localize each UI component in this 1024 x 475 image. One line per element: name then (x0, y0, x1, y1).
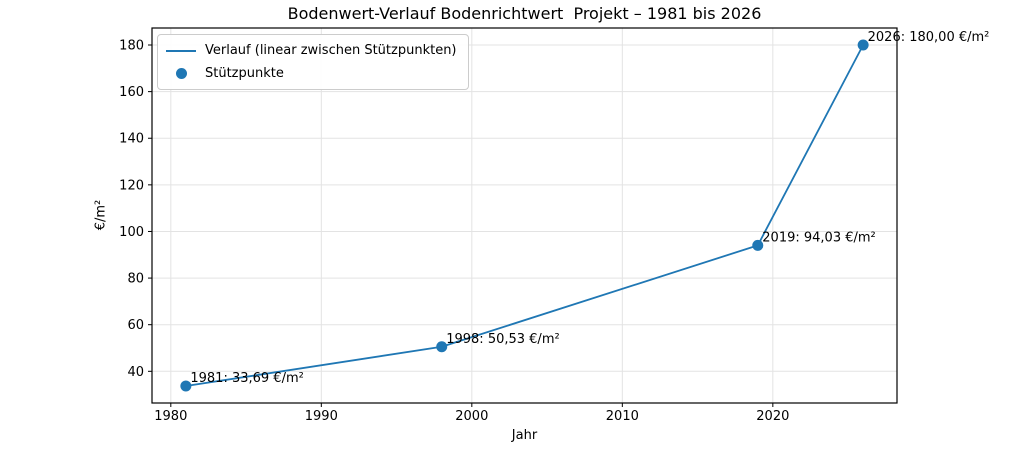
point-annotation: 1981: 33,69 €/m² (190, 371, 303, 386)
data-point (857, 39, 869, 51)
x-tick-label: 2000 (455, 409, 488, 424)
point-annotation: 1998: 50,53 €/m² (446, 332, 559, 347)
marker-sample-icon (175, 68, 187, 79)
y-tick-label: 160 (119, 85, 144, 100)
data-point (180, 380, 192, 392)
axis-ticks: 1980 1990 2000 2010 2020 40 60 80 100 120 140 160 18… (119, 39, 789, 424)
chart-title: Bodenwert-Verlauf Bodenrichtwert Projekt… (287, 4, 762, 23)
x-tick-label: 1980 (154, 409, 187, 424)
y-tick-label: 100 (119, 225, 144, 240)
data-markers (180, 39, 869, 392)
y-tick-label: 40 (127, 365, 144, 380)
data-line (184, 44, 865, 387)
y-tick-label: 120 (119, 178, 144, 193)
line-sample-icon (166, 49, 196, 52)
plot-border (151, 27, 898, 404)
data-point (436, 341, 448, 353)
y-tick-label: 60 (127, 318, 144, 333)
legend-item-verlauf: Verlauf (linear zwischen Stützpunkten) (166, 39, 457, 62)
legend-label-verlauf: Verlauf (linear zwischen Stützpunkten) (205, 43, 457, 58)
legend-label-stuetzpunkte: Stützpunkte (205, 66, 284, 81)
legend-swatch (166, 49, 196, 52)
y-axis-label: €/m² (93, 199, 109, 231)
y-tick-label: 80 (127, 272, 144, 287)
x-tick-label: 2010 (606, 409, 639, 424)
y-tick-label: 140 (119, 132, 144, 147)
point-annotation: 2026: 180,00 €/m² (868, 30, 990, 45)
x-tick-label: 1990 (305, 409, 338, 424)
point-annotations: 1981: 33,69 €/m² 1998: 50,53 €/m² 2019: 94… (190, 30, 989, 386)
point-annotation: 2019: 94,03 €/m² (762, 230, 875, 245)
y-tick-label: 180 (119, 39, 144, 54)
legend-item-stuetzpunkte: Stützpunkte (166, 62, 457, 85)
x-tick-label: 2020 (756, 409, 789, 424)
data-point (752, 239, 764, 251)
legend: Verlauf (linear zwischen Stützpunkten) S… (157, 34, 469, 90)
x-axis-label: Jahr (511, 428, 538, 443)
legend-swatch (166, 68, 196, 79)
